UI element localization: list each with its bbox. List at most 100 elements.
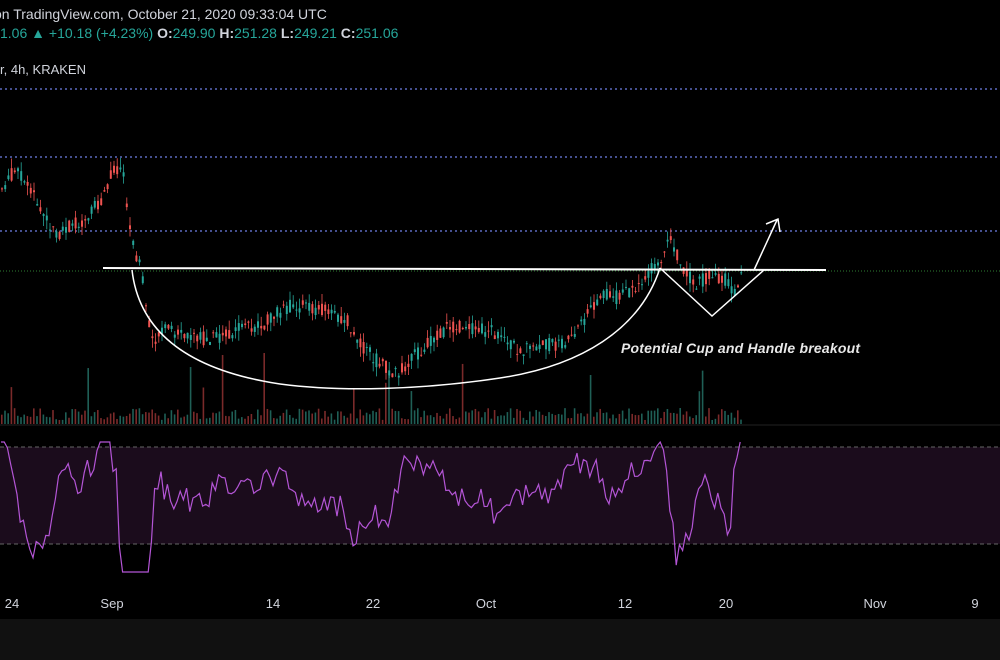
close-label: C: [340,25,356,41]
candle-body [330,309,333,314]
x-tick: 20 [718,596,734,611]
volume-bar [180,417,182,424]
candle-body [260,325,263,329]
volume-bar [513,417,515,424]
volume-bar [621,410,624,424]
candle-body [135,255,138,262]
candle-body [282,304,285,306]
candle-body [580,319,583,322]
volume-bar [497,416,499,424]
high-label: H: [219,25,235,41]
volume-bar [74,409,77,424]
x-tick: 14 [265,596,281,611]
candle-body [385,360,387,373]
volume-bar [564,408,566,424]
candle-body [129,225,131,230]
candle-body [375,353,378,368]
volume-bar [359,409,361,424]
volume-bar [551,413,553,424]
volume-bar [298,408,301,424]
candle-body [506,342,509,345]
candle-body [100,198,103,206]
volume-bar [93,412,96,424]
candle-body [180,329,183,333]
volume-bar [45,416,48,424]
candle-body [71,223,74,226]
volume-bar [589,374,592,424]
volume-bar [586,413,589,424]
candle-body [77,226,80,228]
candle-body [637,283,640,285]
volume-bar [378,408,381,424]
candle-body [599,295,602,299]
candle-body [154,341,157,344]
candle-body [49,229,51,231]
volume-bar [183,416,185,424]
last-price: 1.06 [0,25,28,41]
volume-bar [84,410,86,424]
candle-body [65,227,67,233]
volume-bar [615,418,617,424]
volume-bar [285,409,288,424]
volume-bar [698,391,701,424]
candle-body [733,288,736,296]
volume-bar [516,409,518,424]
candle-body [244,323,247,326]
candle-body [301,300,304,305]
candle-body [4,185,7,190]
volume-bar [125,415,128,424]
volume-bar [199,418,201,424]
candle-body [410,353,413,361]
candle-body [346,315,349,327]
volume-bar [612,414,614,424]
volume-bar [301,409,304,424]
volume-bar [605,412,608,424]
candle-body [500,335,503,338]
volume-bar [157,415,160,424]
candle-body [609,291,611,298]
candle-body [317,305,320,310]
candle-body [701,273,704,287]
candle-body [314,307,317,316]
chart-annotation[interactable]: Potential Cup and Handle breakout [621,340,861,356]
candle-body [647,270,650,278]
time-axis[interactable] [0,588,1000,619]
volume-bar [317,408,320,424]
candle-body [429,335,432,346]
volume-bar [484,412,486,424]
candle-body [122,172,125,177]
volume-bar [557,413,560,424]
handle-drawing[interactable] [659,267,765,318]
candle-body [113,165,115,173]
x-tick: 12 [617,596,633,611]
candle-body [621,289,624,293]
volume-bar [628,408,630,424]
volume-bar [1,414,3,424]
neckline-drawing[interactable] [102,267,827,271]
candle-body [561,338,563,349]
breakout-arrow-icon[interactable] [753,219,778,271]
cup-drawing[interactable] [131,267,661,390]
volume-bar [205,418,208,424]
volume-bar [465,411,467,424]
volume-bar [161,419,163,424]
volume-bar [308,410,310,424]
candle-body [615,290,618,304]
candle-body [228,330,231,339]
candle-body [1,188,3,190]
x-tick: Sep [100,596,124,611]
volume-bar [68,417,70,424]
candle-body [583,318,586,325]
volume-bar [209,417,211,424]
candle-body [97,200,99,210]
volume-bar [65,412,67,424]
symbol-line[interactable]: r, 4h, KRAKEN [0,62,86,77]
volume-bar [436,412,438,424]
volume-bar [109,413,112,424]
volume-bar [151,409,153,424]
volume-bar [433,417,435,424]
volume-bar [410,391,413,424]
volume-bar [583,416,585,424]
candle-body [285,305,288,315]
